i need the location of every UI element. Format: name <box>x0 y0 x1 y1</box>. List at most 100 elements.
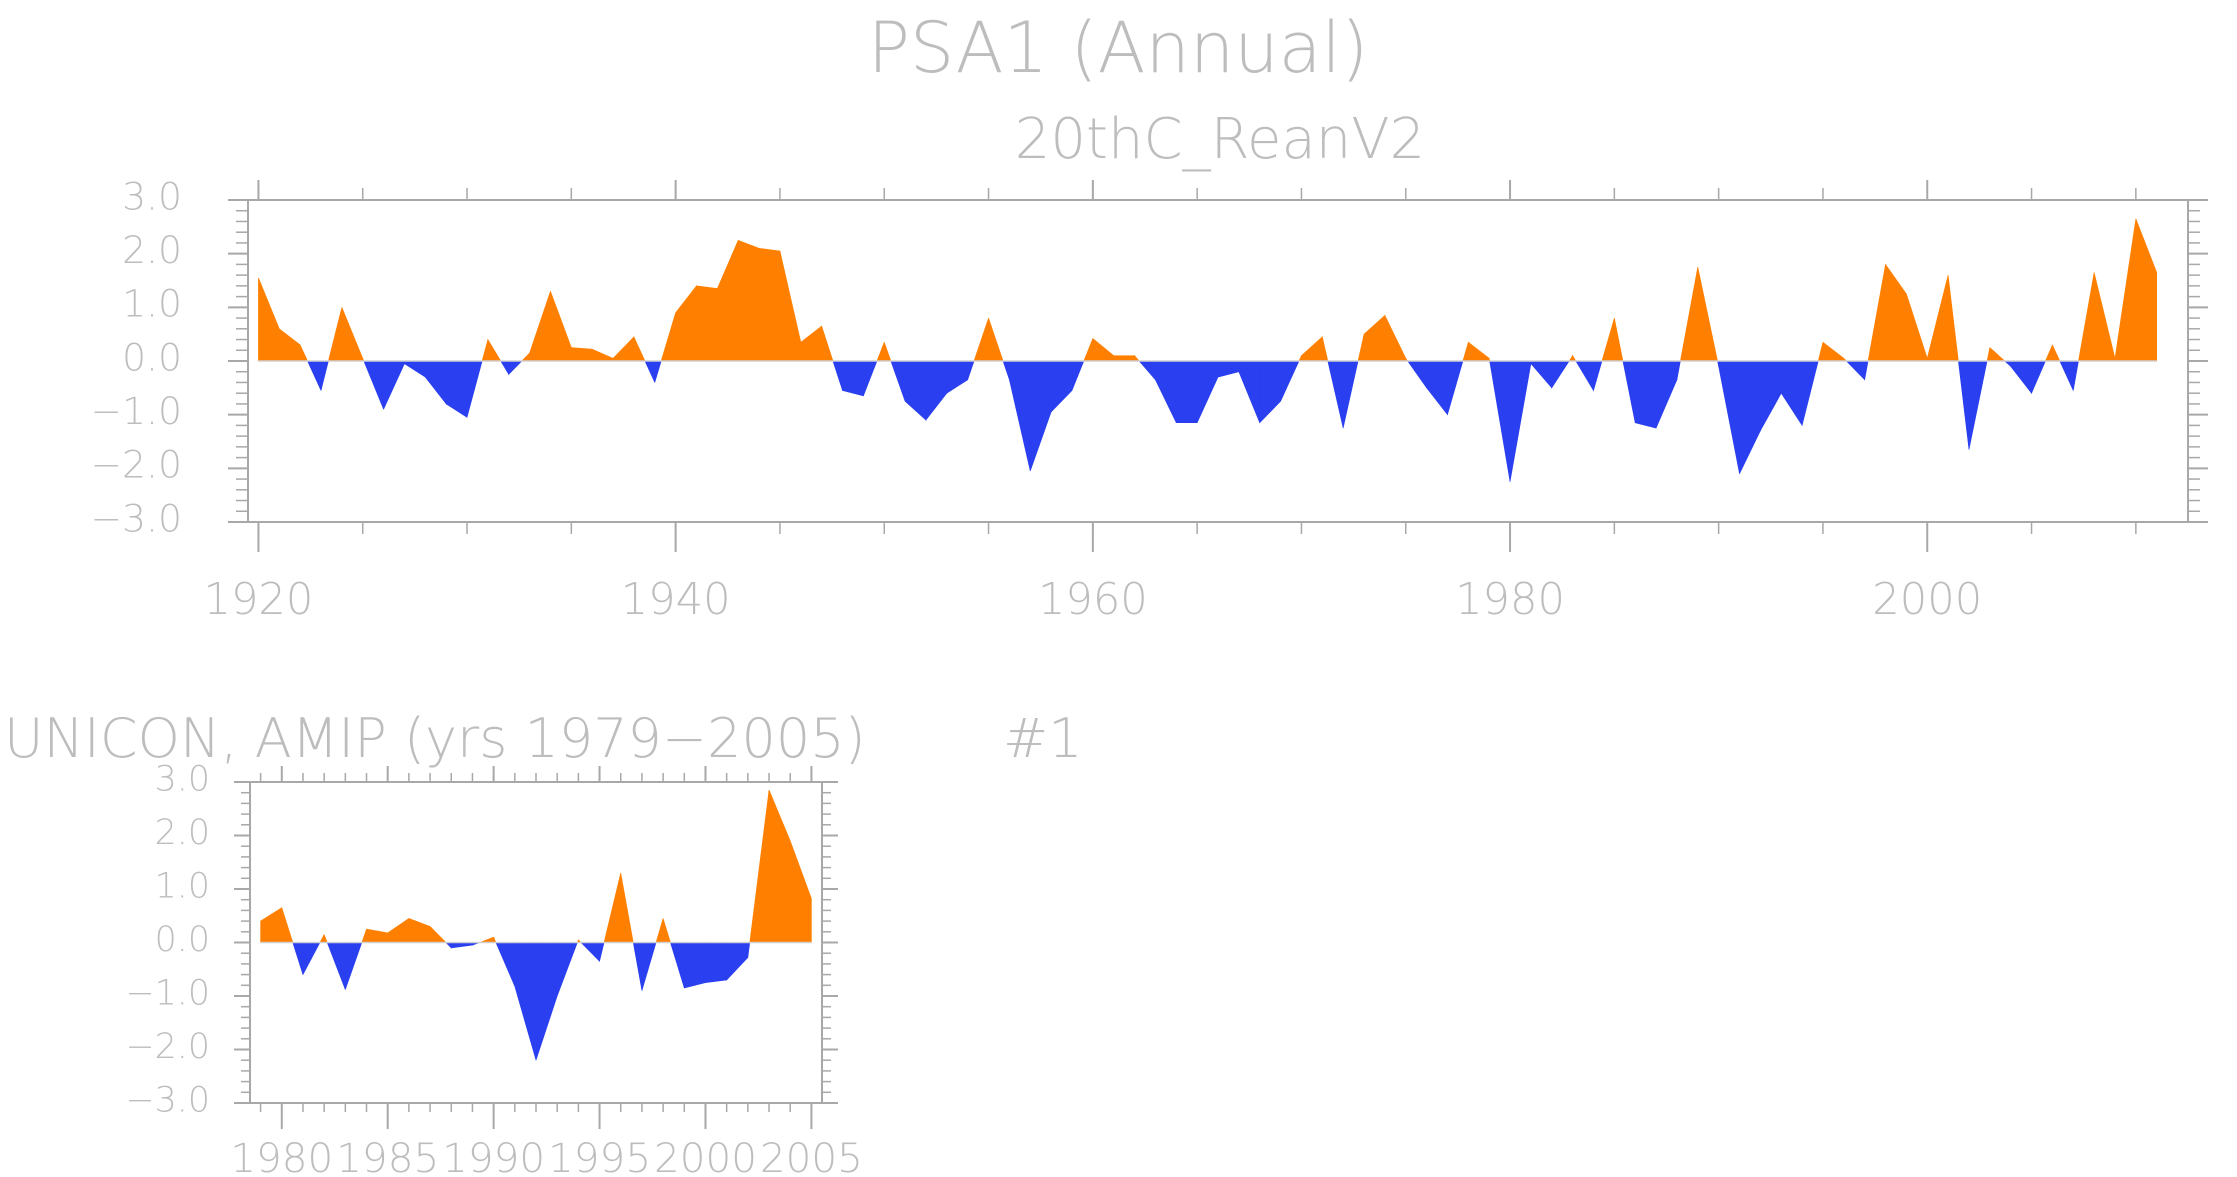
y-tick-label: −3.0 <box>90 496 182 540</box>
negative-area-2006-b <box>2059 360 2074 391</box>
positive-area-1997-b <box>655 918 664 943</box>
negative-area-1972 <box>1342 360 1359 429</box>
positive-area-1949-b <box>876 342 885 362</box>
positive-area-2000 <box>1926 275 1949 362</box>
positive-area-1933 <box>529 291 551 362</box>
negative-area-1982-b <box>326 942 346 990</box>
y-tick-label: 1.0 <box>122 282 182 326</box>
negative-area-1980 <box>1509 360 1532 482</box>
positive-area-1940 <box>675 284 697 362</box>
negative-area-1993 <box>1780 360 1803 427</box>
negative-area-1990 <box>1718 360 1740 474</box>
negative-area-1977 <box>1447 360 1464 415</box>
positive-area-1924 <box>341 307 364 362</box>
y-tick-label: 2.0 <box>122 228 182 272</box>
negative-area-2002 <box>747 942 751 958</box>
positive-area-1946 <box>800 325 822 362</box>
positive-area-1937 <box>612 336 635 362</box>
positive-area-2003 <box>768 789 791 943</box>
negative-area-1990-b <box>495 942 516 987</box>
negative-area-1954 <box>967 360 975 380</box>
positive-area-1959-b <box>1083 338 1094 362</box>
positive-area-1983-b <box>361 929 367 943</box>
figure-title: PSA1 (Annual) <box>868 7 1369 89</box>
positive-area-1995 <box>1822 341 1845 362</box>
positive-area-1921 <box>278 328 301 362</box>
negative-area-1981 <box>1530 360 1553 389</box>
positive-area-1939-b <box>660 312 676 362</box>
negative-area-1969 <box>1280 360 1300 402</box>
positive-area-1972-b <box>1357 334 1365 362</box>
positive-area-1978 <box>1468 341 1490 362</box>
positive-area-1971 <box>1322 336 1329 362</box>
positive-area-1931 <box>487 338 502 362</box>
positive-area-1920 <box>258 277 280 362</box>
negative-area-1994 <box>1801 360 1819 426</box>
positive-area-1962 <box>1134 354 1140 362</box>
positive-area-1960 <box>1092 337 1114 362</box>
positive-area-1980 <box>281 907 294 943</box>
negative-area-1992 <box>535 942 558 1061</box>
negative-area-1932 <box>508 360 523 376</box>
positive-area-1998 <box>662 918 671 943</box>
negative-area-1997 <box>1864 360 1869 380</box>
positive-area-1987 <box>429 925 447 943</box>
negative-area-1966 <box>1217 360 1240 378</box>
x-tick-label: 1940 <box>621 575 731 625</box>
x-tick-label: 1990 <box>442 1134 545 1177</box>
positive-area-1969-b <box>1298 355 1302 362</box>
negative-area-1988 <box>1676 360 1681 380</box>
positive-area-2008 <box>2093 272 2116 362</box>
positive-area-2002-b <box>1986 347 1991 362</box>
positive-area-2004 <box>789 840 812 943</box>
positive-area-1936 <box>591 348 614 362</box>
x-tick-label: 1960 <box>1038 575 1148 625</box>
negative-area-1992 <box>1760 360 1782 432</box>
y-tick-label: −3.0 <box>126 1081 211 1121</box>
negative-area-2007 <box>2072 360 2079 391</box>
positive-area-1955 <box>988 317 1004 362</box>
negative-area-1996-b <box>1845 360 1865 381</box>
positive-area-1961 <box>1113 355 1135 362</box>
negative-area-1965 <box>1196 360 1219 423</box>
negative-area-1967 <box>1238 360 1261 423</box>
y-tick-label: 0.0 <box>155 920 210 960</box>
negative-area-1927 <box>404 360 426 378</box>
positive-area-1996 <box>620 872 634 943</box>
negative-area-1996-b <box>632 942 643 991</box>
positive-area-1947 <box>821 326 834 362</box>
positive-area-1985 <box>387 917 410 943</box>
negative-area-2005 <box>2031 360 2046 394</box>
positive-area-1970 <box>1301 336 1323 362</box>
positive-area-2005-b <box>2045 344 2053 362</box>
positive-area-1990 <box>493 937 497 943</box>
negative-area-1939 <box>654 360 662 383</box>
positive-area-1982 <box>323 934 328 943</box>
negative-area-1979-b <box>1489 360 1511 482</box>
negative-area-1929 <box>445 360 468 418</box>
positive-area-1989-b <box>479 936 494 943</box>
positive-area-1941 <box>696 285 718 362</box>
positive-area-2009 <box>2114 218 2137 362</box>
negative-area-1971-b <box>1327 360 1344 429</box>
positive-area-1986 <box>408 917 431 943</box>
positive-area-1994-b <box>1817 342 1824 362</box>
positive-area-1944 <box>758 247 781 362</box>
negative-area-1988 <box>450 942 473 949</box>
positive-area-2001 <box>1947 275 1959 362</box>
negative-area-1981 <box>302 942 321 975</box>
negative-area-2003-b <box>2003 360 2011 368</box>
negative-area-1963 <box>1155 360 1177 423</box>
negative-area-1955-b <box>1002 360 1010 380</box>
negative-area-2004 <box>2010 360 2032 395</box>
negative-area-2000 <box>705 942 727 983</box>
positive-area-1988-b <box>1680 267 1699 362</box>
positive-area-1982-b <box>1568 354 1573 362</box>
positive-area-1979 <box>260 907 283 943</box>
negative-area-1930 <box>466 360 483 418</box>
negative-area-1997 <box>641 942 657 991</box>
positive-area-1934 <box>550 291 572 362</box>
positive-area-1999 <box>1906 293 1928 362</box>
y-tick-label: 0.0 <box>122 335 182 379</box>
negative-area-2001 <box>726 942 749 981</box>
